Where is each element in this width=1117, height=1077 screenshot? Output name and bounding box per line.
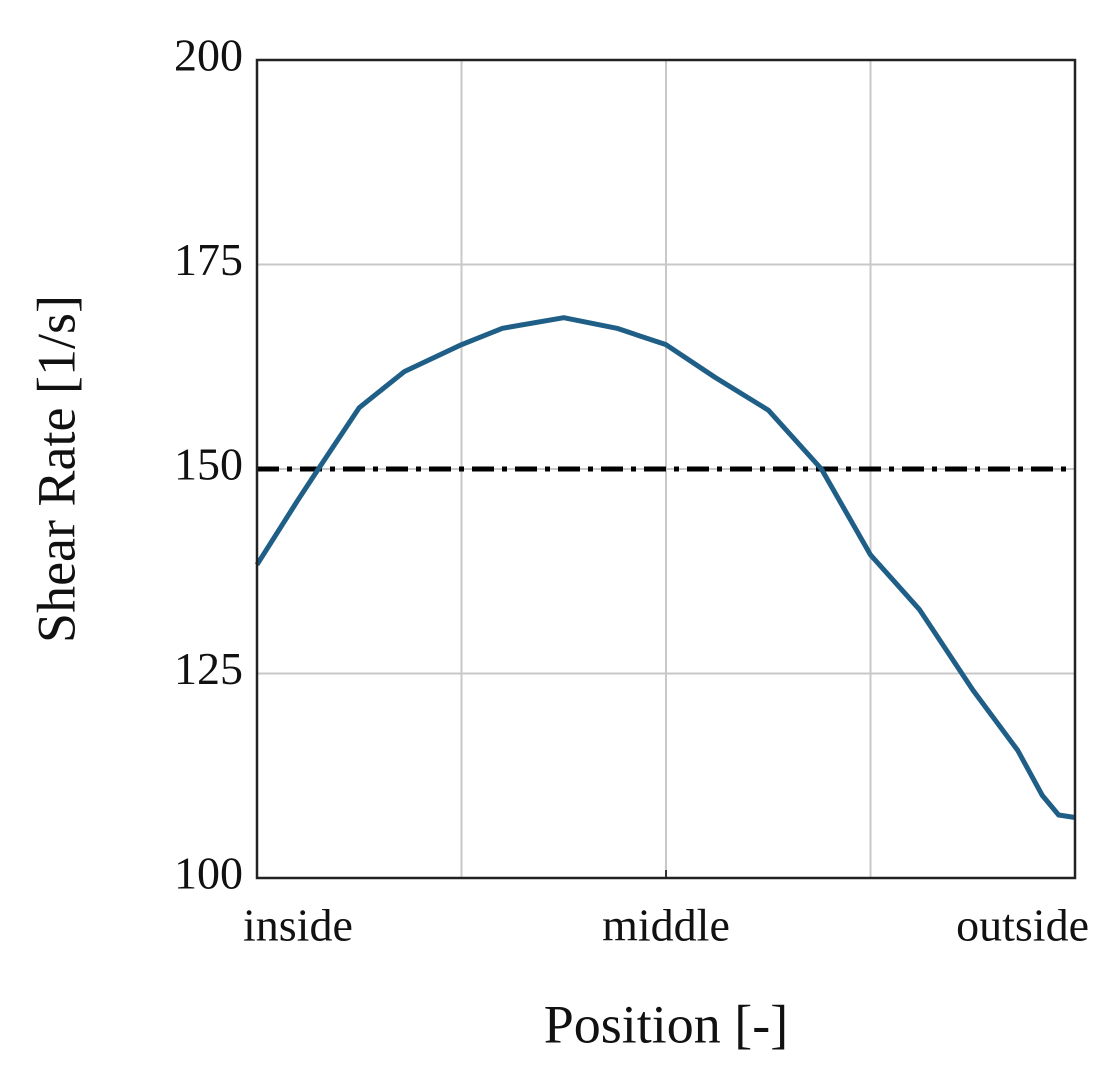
data-line bbox=[254, 315, 1076, 820]
x-tick-label: outside bbox=[956, 900, 1089, 951]
x-tick-label: inside bbox=[243, 900, 353, 951]
y-tick-label: 150 bbox=[174, 439, 243, 490]
plot-frame bbox=[255, 58, 1077, 880]
y-tick-label: 125 bbox=[174, 643, 243, 694]
y-tick-label: 175 bbox=[174, 234, 243, 285]
y-tick-label: 200 bbox=[174, 30, 243, 81]
x-axis-label: Position [-] bbox=[544, 994, 789, 1054]
y-axis-label: Shear Rate [1/s] bbox=[26, 295, 86, 643]
x-tick-label: middle bbox=[602, 900, 730, 951]
y-tick-label: 100 bbox=[174, 848, 243, 899]
